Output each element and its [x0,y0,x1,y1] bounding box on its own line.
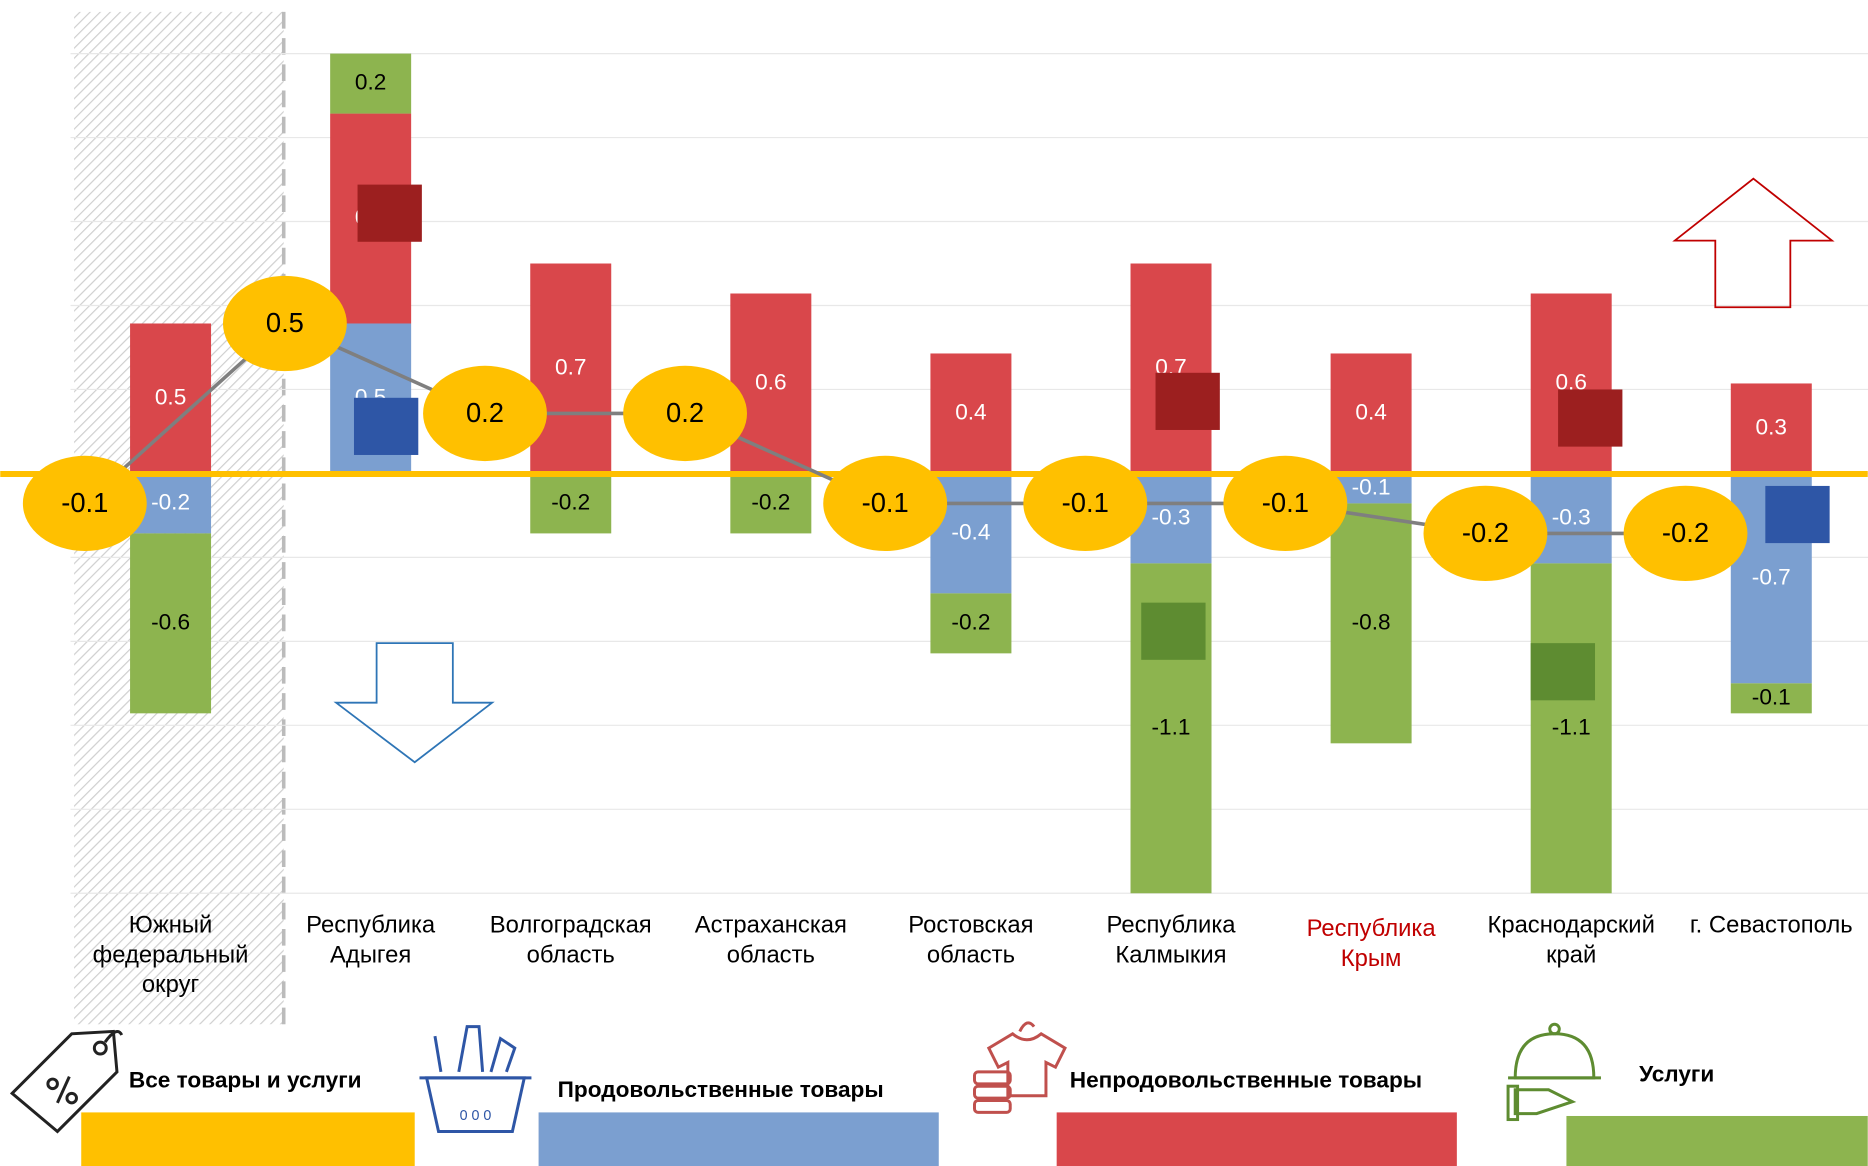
shirt-icon [1558,389,1623,447]
data-label: -1.1 [1552,714,1591,739]
x-tick-label: Южный федеральный округ [93,912,249,999]
bar-segment [1330,503,1412,744]
legend-swatch [1056,1112,1457,1166]
shirt-icon [973,1021,1067,1114]
data-label: 0.3 [1756,414,1787,439]
total-label: 0.2 [466,397,504,428]
total-bubble [1023,455,1148,552]
total-label: -0.1 [1062,487,1109,518]
total-bubble [823,455,948,552]
legend-label: Услуги [1639,1061,1714,1086]
data-label: -0.2 [751,489,790,514]
x-tick-label: г. Севастополь [1690,912,1853,939]
cloche-icon [1506,1022,1601,1122]
x-tick-label: Республика Адыгея [306,912,436,969]
basket-icon [353,397,419,455]
data-label: 0.5 [155,384,186,409]
legend-label: Продовольственные товары [558,1077,884,1102]
shirt-icon [357,184,422,242]
data-label: -0.1 [1352,474,1391,499]
x-tick-label: Ростовская область [908,912,1033,969]
basket-icon: 0 0 0 [419,1025,532,1133]
data-label: -0.4 [951,519,990,544]
total-bubble [423,365,547,462]
data-label: -0.3 [1152,504,1191,529]
bar-segment [530,473,612,534]
cloche-icon [1530,643,1596,701]
data-label: -0.8 [1352,609,1391,634]
down-arrow [333,642,495,764]
bar-segment [930,593,1012,654]
total-label: -0.1 [1262,487,1309,518]
total-bubble [1223,455,1348,552]
total-label: -0.1 [862,487,909,518]
legend-swatch [81,1112,415,1166]
total-label: -0.2 [1462,517,1509,548]
basket-icon [1765,485,1830,544]
bar-segment [730,473,812,534]
total-bubble [623,365,748,462]
data-label: 0.7 [555,354,586,379]
legend-label: Все товары и услуги [129,1067,362,1092]
legend-swatch [1566,1115,1868,1166]
data-label: -0.1 [1752,684,1791,709]
total-bubble [22,455,147,552]
total-label: -0.1 [61,487,108,518]
bar-segment [1330,353,1412,474]
data-label: -0.2 [151,489,190,514]
total-bubble [1423,485,1548,582]
total-label: 0.5 [266,307,304,338]
x-tick-label: Волгоградская область [490,912,652,969]
data-label: -0.3 [1552,504,1591,529]
bar-segment [1730,683,1812,714]
legend-label: Непродовольственные товары [1070,1067,1422,1092]
data-label: 0.4 [1355,399,1386,424]
x-tick-label: Астраханская область [695,912,847,969]
bar-segment [330,53,412,114]
legend-swatch [538,1112,939,1166]
bar-segment [730,293,812,474]
legend: 0 0 0 Все товары и услуги Продовольственн… [9,1021,1868,1166]
data-label: 0.4 [955,399,986,424]
bar-segment [530,263,612,474]
data-label: -0.2 [551,489,590,514]
up-arrow [1672,177,1835,309]
svg-text:0 0 0: 0 0 0 [460,1108,492,1124]
bar-segment [130,533,212,714]
total-label: -0.2 [1662,517,1709,548]
data-label: -1.1 [1152,714,1191,739]
data-label: -0.7 [1752,564,1791,589]
x-tick-label: Республика Калмыкия [1107,912,1237,969]
bar-segment [930,353,1012,474]
bar-segment [1730,383,1812,474]
bar-segment [1530,563,1612,894]
cloche-icon [1141,602,1206,660]
data-label: -0.6 [151,609,190,634]
bar-segment [1130,263,1212,474]
data-label: 0.2 [355,70,386,95]
x-tick-label: Краснодарский край [1487,912,1654,969]
shirt-icon [1155,372,1220,430]
data-label: 0.6 [755,369,786,394]
tag-icon [9,1029,124,1134]
total-bubble [222,275,347,372]
total-bubble [1623,485,1748,582]
x-tick-label: Республика Крым [1307,915,1437,972]
data-label: -0.2 [951,609,990,634]
total-label: 0.2 [666,397,704,428]
